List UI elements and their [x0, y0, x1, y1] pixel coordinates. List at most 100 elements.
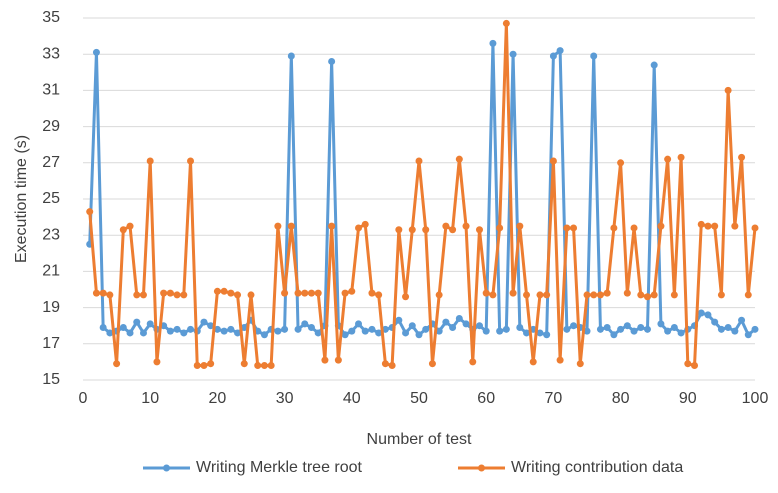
- data-point: [328, 222, 336, 230]
- data-point: [738, 153, 746, 161]
- x-tick-label: 10: [141, 390, 159, 407]
- data-point: [415, 157, 423, 165]
- data-point: [92, 48, 100, 56]
- data-point: [650, 291, 658, 299]
- data-point: [220, 327, 228, 335]
- data-point: [274, 327, 282, 335]
- data-point: [731, 222, 739, 230]
- data-point: [133, 318, 141, 326]
- legend-label: Writing Merkle tree root: [196, 459, 363, 476]
- data-point: [375, 329, 383, 337]
- data-point: [489, 39, 497, 47]
- data-point: [126, 222, 134, 230]
- data-point: [341, 331, 349, 339]
- data-point: [556, 356, 564, 364]
- data-point: [294, 289, 302, 297]
- data-point: [657, 320, 665, 328]
- data-point: [314, 289, 322, 297]
- x-tick-label: 100: [742, 390, 769, 407]
- data-point: [334, 356, 342, 364]
- data-point: [348, 327, 356, 335]
- data-point: [442, 318, 450, 326]
- data-point: [596, 325, 604, 333]
- data-point: [711, 318, 719, 326]
- data-point: [596, 291, 604, 299]
- data-point: [119, 226, 127, 234]
- data-point: [341, 289, 349, 297]
- data-point: [570, 224, 578, 232]
- y-tick-label: 25: [42, 190, 60, 207]
- data-point: [543, 291, 551, 299]
- x-tick-label: 80: [612, 390, 630, 407]
- y-tick-label: 19: [42, 299, 60, 316]
- data-point: [637, 291, 645, 299]
- data-point: [664, 155, 672, 163]
- data-point: [549, 157, 557, 165]
- data-point: [294, 325, 302, 333]
- data-point: [274, 222, 282, 230]
- data-point: [193, 362, 201, 370]
- data-point: [516, 324, 524, 332]
- data-point: [570, 322, 578, 330]
- data-point: [146, 157, 154, 165]
- data-point: [509, 50, 517, 58]
- data-point: [160, 289, 168, 297]
- data-point: [355, 224, 363, 232]
- y-tick-label: 31: [42, 82, 60, 99]
- x-tick-label: 50: [410, 390, 428, 407]
- data-point: [220, 287, 228, 295]
- data-point: [717, 325, 725, 333]
- data-point: [139, 329, 147, 337]
- data-point: [670, 324, 678, 332]
- data-point: [422, 325, 430, 333]
- data-point: [395, 226, 403, 234]
- data-point: [287, 52, 295, 60]
- data-point: [617, 325, 625, 333]
- data-point: [187, 157, 195, 165]
- data-point: [509, 289, 517, 297]
- data-point: [617, 159, 625, 167]
- data-point: [368, 289, 376, 297]
- y-tick-label: 15: [42, 371, 60, 388]
- data-point: [711, 222, 719, 230]
- data-point: [213, 325, 221, 333]
- data-point: [455, 155, 463, 163]
- data-point: [650, 61, 658, 69]
- data-point: [536, 291, 544, 299]
- data-point: [240, 360, 248, 368]
- data-point: [563, 325, 571, 333]
- data-point: [355, 320, 363, 328]
- data-point: [321, 356, 329, 364]
- data-point: [738, 316, 746, 324]
- data-point: [260, 362, 268, 370]
- y-axis-label: Execution time (s): [13, 135, 30, 263]
- x-tick-label: 70: [545, 390, 563, 407]
- data-point: [146, 320, 154, 328]
- data-point: [637, 324, 645, 332]
- data-point: [408, 226, 416, 234]
- data-point: [516, 222, 524, 230]
- data-point: [234, 329, 242, 337]
- y-tick-label: 27: [42, 154, 60, 171]
- data-point: [563, 224, 571, 232]
- legend-marker: [163, 464, 170, 472]
- data-point: [267, 362, 275, 370]
- data-point: [422, 226, 430, 234]
- data-point: [126, 329, 134, 337]
- data-point: [691, 362, 699, 370]
- data-point: [677, 329, 685, 337]
- data-point: [717, 291, 725, 299]
- data-point: [99, 324, 107, 332]
- data-point: [435, 291, 443, 299]
- data-point: [180, 329, 188, 337]
- data-point: [227, 325, 235, 333]
- data-point: [395, 316, 403, 324]
- data-point: [751, 224, 759, 232]
- data-point: [623, 289, 631, 297]
- data-point: [523, 329, 531, 337]
- y-tick-label: 33: [42, 45, 60, 62]
- data-point: [549, 52, 557, 60]
- x-tick-label: 90: [679, 390, 697, 407]
- data-point: [307, 324, 315, 332]
